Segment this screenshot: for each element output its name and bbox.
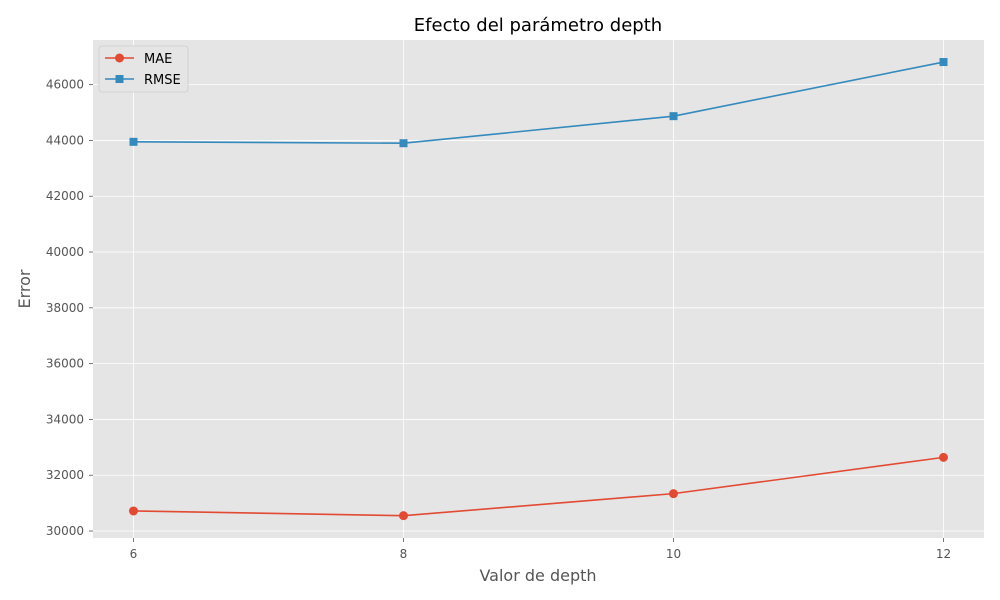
series-line-mae: [133, 456, 944, 517]
y-tick-label: 34000: [46, 412, 84, 426]
y-tick-label: 30000: [46, 524, 84, 538]
y-tick-label: 40000: [46, 245, 84, 259]
data-point-rmse: [399, 139, 408, 148]
x-axis-label: Valor de depth: [479, 566, 596, 585]
y-tick-label: 46000: [46, 78, 84, 92]
data-point-mae: [669, 489, 678, 499]
y-tick-label: 38000: [46, 301, 84, 315]
series-line-rmse: [133, 61, 944, 145]
y-tick-label: 44000: [46, 133, 84, 147]
y-tick-label: 32000: [46, 468, 84, 482]
data-point-mae: [939, 452, 948, 462]
series-rmse: [129, 58, 948, 148]
x-tick-label: 10: [666, 547, 681, 561]
data-point-rmse: [669, 112, 678, 121]
data-point-rmse: [939, 58, 948, 67]
data-point-mae: [399, 511, 408, 521]
plot-area: [93, 40, 984, 538]
series-mae: [129, 452, 948, 521]
legend: MAE RMSE: [98, 45, 189, 93]
legend-marker-rmse: [115, 75, 124, 83]
series-group: [129, 58, 948, 521]
data-point-rmse: [129, 137, 138, 146]
legend-label-mae: MAE: [144, 52, 172, 67]
y-axis-ticks: 30000 32000 34000 36000 38000 40000 42000 44000…: [46, 78, 93, 538]
grid-lines: [93, 40, 984, 538]
legend-marker-mae: [115, 53, 124, 63]
y-axis-label: Error: [15, 269, 34, 308]
x-tick-label: 6: [130, 547, 138, 561]
legend-label-rmse: RMSE: [144, 73, 181, 88]
y-tick-label: 36000: [46, 357, 84, 371]
x-tick-label: 12: [936, 547, 951, 561]
y-tick-label: 42000: [46, 189, 84, 203]
x-tick-label: 8: [400, 547, 408, 561]
chart-title: Efecto del parámetro depth: [414, 15, 662, 36]
data-point-mae: [129, 506, 138, 516]
x-axis-ticks: 6 8 10 12: [130, 538, 951, 561]
